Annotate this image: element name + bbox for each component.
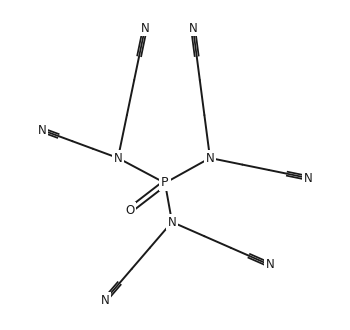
Text: N: N <box>206 151 214 164</box>
Text: O: O <box>125 204 135 216</box>
Text: N: N <box>114 151 122 164</box>
Text: N: N <box>101 293 109 307</box>
Text: N: N <box>266 258 274 272</box>
Text: N: N <box>189 21 197 35</box>
Text: N: N <box>38 123 46 137</box>
Text: N: N <box>141 21 149 35</box>
Text: P: P <box>161 177 169 189</box>
Text: N: N <box>168 215 176 228</box>
Text: N: N <box>304 172 312 184</box>
